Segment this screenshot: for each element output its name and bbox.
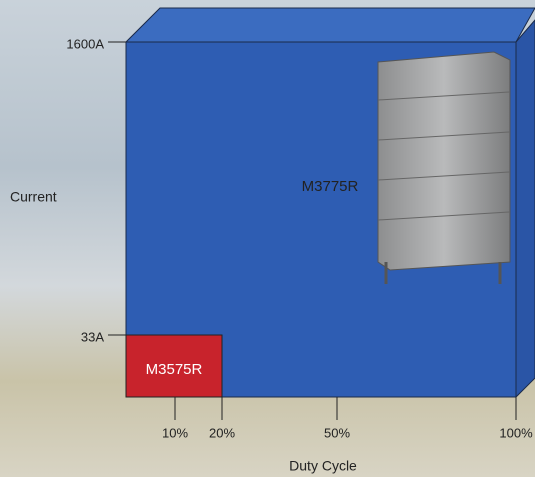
product-label: M3575R bbox=[146, 361, 203, 378]
x-tick-label: 20% bbox=[209, 425, 235, 440]
box-top bbox=[126, 8, 535, 42]
x-tick-label: 50% bbox=[324, 425, 350, 440]
diagram: 1600A 33A Current 10% 20% 50% 100% Duty … bbox=[0, 0, 535, 477]
y-tick-label: 33A bbox=[81, 329, 104, 344]
product-label: M3775R bbox=[302, 178, 359, 195]
x-axis-label: Duty Cycle bbox=[289, 458, 357, 474]
box-side bbox=[516, 20, 535, 397]
y-tick-label: 1600A bbox=[66, 36, 104, 51]
cabinet-image bbox=[378, 52, 510, 284]
y-axis-label: Current bbox=[10, 189, 57, 205]
x-tick-label: 10% bbox=[162, 425, 188, 440]
x-tick-label: 100% bbox=[499, 425, 533, 440]
